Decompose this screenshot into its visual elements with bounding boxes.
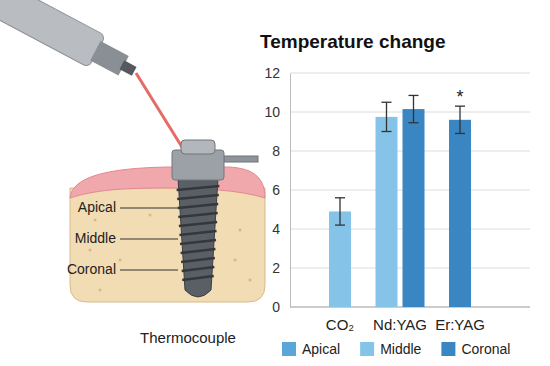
bone-texture — [99, 289, 102, 292]
gum — [70, 167, 265, 198]
legend-label: Coronal — [461, 341, 510, 357]
diagram-label: Coronal — [67, 261, 116, 277]
label-leader — [120, 239, 178, 240]
handpiece-tip — [119, 60, 136, 75]
error-bar — [339, 198, 340, 225]
illustration: Apical Middle Coronal Thermocouple — [0, 0, 265, 346]
error-cap — [382, 131, 392, 132]
abutment-top — [181, 140, 215, 154]
error-bar — [413, 95, 414, 122]
y-tick-label: 2 — [272, 260, 280, 276]
bars — [329, 95, 471, 307]
bar — [329, 211, 351, 307]
diagram-label: Apical — [78, 199, 116, 215]
implant-thread — [177, 195, 219, 199]
y-axis: 0 2 4 6 8 10 12 — [264, 65, 290, 315]
y-tick: 0 — [272, 299, 280, 315]
x-tick: Nd:YAG — [373, 316, 427, 333]
legend-item: Coronal — [441, 341, 510, 357]
y-tick-label: 0 — [272, 299, 280, 315]
bone-texture — [249, 279, 252, 282]
legend-swatch — [360, 342, 374, 356]
y-tick: 10 — [264, 104, 280, 120]
error-bar — [459, 106, 460, 133]
error-cap — [382, 102, 392, 103]
chart-figure: Apical Middle Coronal Thermocouple Temperatu… — [0, 0, 550, 366]
bone-texture — [89, 249, 92, 252]
y-tick-label: 8 — [272, 143, 280, 159]
error-cap — [455, 133, 465, 134]
implant-thread — [179, 231, 216, 235]
grid — [290, 73, 530, 307]
bar — [449, 120, 471, 307]
x-tick-label: CO₂ — [326, 316, 355, 333]
thermocouple-probe — [224, 156, 258, 162]
y-tick: 12 — [264, 65, 280, 81]
y-tick: 8 — [272, 143, 280, 159]
x-tick: CO₂ — [326, 316, 355, 333]
implant-thread — [181, 258, 215, 262]
legend-swatch — [282, 342, 296, 356]
legend-label: Apical — [302, 341, 340, 357]
x-tick-label: Er:YAG — [435, 316, 485, 333]
y-tick-label: 6 — [272, 182, 280, 198]
implant-thread — [181, 249, 216, 253]
y-tick: 4 — [272, 221, 280, 237]
y-tick-label: 12 — [264, 65, 280, 81]
error-cap — [409, 122, 419, 123]
y-tick: 6 — [272, 182, 280, 198]
x-axis: CO₂ Nd:YAG Er:YAG — [326, 316, 485, 333]
annotation: * — [456, 87, 463, 107]
x-tick: Er:YAG — [435, 316, 485, 333]
label-leader — [120, 208, 178, 209]
legend-label: Middle — [380, 341, 421, 357]
legend: Apical Middle Coronal — [282, 341, 510, 357]
error-bar — [386, 102, 387, 131]
y-tick-label: 4 — [272, 221, 280, 237]
bone-texture — [119, 259, 122, 262]
y-tick-label: 10 — [264, 104, 280, 120]
error-cap — [335, 224, 345, 225]
bone-texture — [149, 214, 152, 217]
x-tick-label: Nd:YAG — [373, 316, 427, 333]
implant-thread — [178, 213, 217, 217]
implant-body — [178, 178, 218, 297]
legend-swatch — [441, 342, 455, 356]
implant-thread — [178, 204, 219, 208]
bar — [403, 109, 425, 307]
bone — [70, 188, 265, 302]
diagram-caption: Thermocouple — [140, 329, 236, 346]
handpiece-body — [0, 0, 106, 68]
legend-item: Apical — [282, 341, 340, 357]
implant-thread — [179, 222, 217, 226]
implant-thread — [182, 267, 215, 271]
implant-thread — [177, 186, 220, 190]
bar — [376, 117, 398, 307]
bone-texture — [239, 229, 242, 232]
bone-texture — [94, 219, 97, 222]
legend-item: Middle — [360, 341, 421, 357]
chart-title: Temperature change — [260, 31, 445, 52]
implant-thread — [180, 240, 216, 244]
y-tick: 2 — [272, 260, 280, 276]
diagram-label: Middle — [75, 230, 116, 246]
bone-texture — [234, 259, 237, 262]
label-leader — [120, 270, 178, 271]
grid-line — [290, 73, 530, 74]
implant-thread — [182, 276, 214, 280]
error-cap — [335, 197, 345, 198]
laser-handpiece — [0, 0, 143, 87]
error-cap — [409, 95, 419, 96]
y-axis-line — [290, 74, 291, 308]
